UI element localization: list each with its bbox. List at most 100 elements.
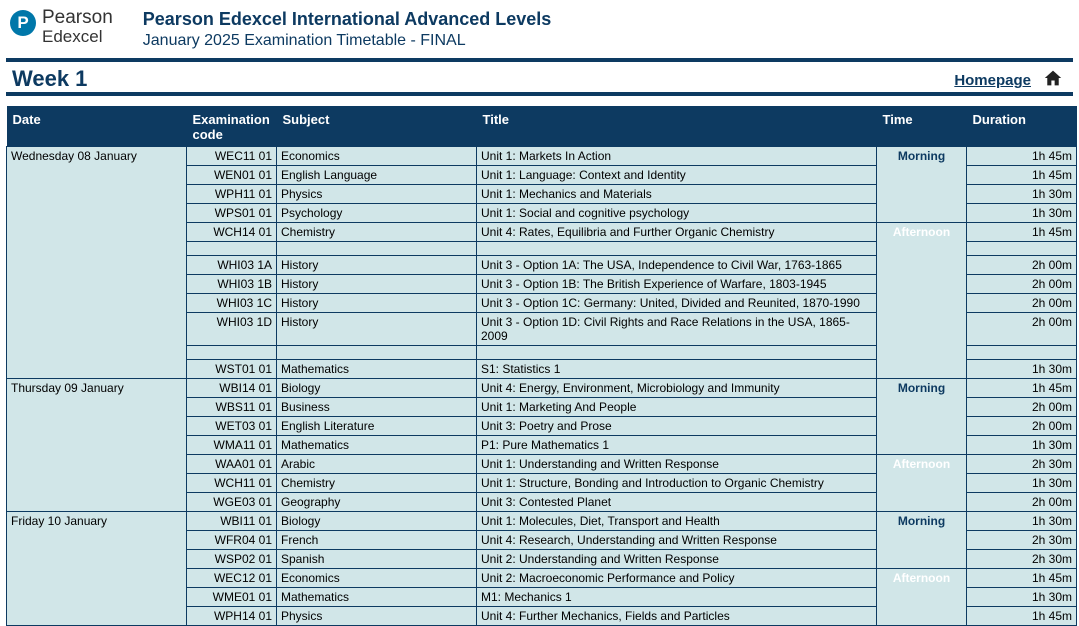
duration-cell: 2h 30m [967,455,1077,474]
spacer-cell [967,346,1077,360]
title-cell: Unit 3 - Option 1D: Civil Rights and Rac… [477,313,877,346]
title-cell: Unit 4: Research, Understanding and Writ… [477,531,877,550]
exam-code: WME01 01 [187,588,277,607]
title-cell: P1: Pure Mathematics 1 [477,436,877,455]
homepage-group: Homepage [954,69,1063,92]
title-cell: Unit 4: Rates, Equilibria and Further Or… [477,223,877,242]
subject-cell: Chemistry [277,223,477,242]
subject-cell: History [277,294,477,313]
title-cell: M1: Mechanics 1 [477,588,877,607]
subject-cell: Physics [277,607,477,626]
title-cell: S1: Statistics 1 [477,360,877,379]
header-divider [6,58,1073,62]
duration-cell: 2h 00m [967,256,1077,275]
title-cell: Unit 1: Social and cognitive psychology [477,204,877,223]
duration-cell: 2h 00m [967,417,1077,436]
title-cell: Unit 1: Marketing And People [477,398,877,417]
title-cell: Unit 4: Energy, Environment, Microbiolog… [477,379,877,398]
duration-cell: 1h 45m [967,569,1077,588]
duration-cell: 1h 30m [967,512,1077,531]
duration-cell: 1h 45m [967,147,1077,166]
subject-cell: Biology [277,379,477,398]
logo-text: Pearson Edexcel [42,8,113,46]
homepage-link[interactable]: Homepage [954,72,1031,89]
duration-cell: 1h 30m [967,474,1077,493]
title-cell: Unit 3: Contested Planet [477,493,877,512]
spacer-cell [277,346,477,360]
exam-code: WEC12 01 [187,569,277,588]
title-block: Pearson Edexcel International Advanced L… [143,8,552,52]
subject-cell: History [277,313,477,346]
exam-code: WCH11 01 [187,474,277,493]
exam-code: WMA11 01 [187,436,277,455]
timetable: Date Examination code Subject Title Time… [6,106,1077,626]
duration-cell: 2h 00m [967,313,1077,346]
subject-cell: Geography [277,493,477,512]
title-cell: Unit 1: Understanding and Written Respon… [477,455,877,474]
subject-cell: History [277,256,477,275]
spacer-cell [277,242,477,256]
subject-cell: French [277,531,477,550]
duration-cell: 1h 30m [967,204,1077,223]
exam-code: WPH14 01 [187,607,277,626]
title-cell: Unit 3 - Option 1B: The British Experien… [477,275,877,294]
exam-code: WFR04 01 [187,531,277,550]
subject-cell: Mathematics [277,360,477,379]
col-time: Time [877,106,967,147]
duration-cell: 2h 30m [967,550,1077,569]
col-title: Title [477,106,877,147]
duration-cell: 1h 45m [967,607,1077,626]
timetable-head: Date Examination code Subject Title Time… [7,106,1077,147]
duration-cell: 2h 30m [967,531,1077,550]
duration-cell: 1h 30m [967,588,1077,607]
subject-cell: English Language [277,166,477,185]
exam-code: WEC11 01 [187,147,277,166]
spacer-cell [477,242,877,256]
afternoon-session: Afternoon [877,223,967,379]
title-cell: Unit 1: Markets In Action [477,147,877,166]
exam-code: WST01 01 [187,360,277,379]
page-header: P Pearson Edexcel Pearson Edexcel Intern… [0,0,1079,58]
week-bar: Week 1 Homepage [6,64,1073,96]
table-row: Wednesday 08 JanuaryWEC11 01EconomicsUni… [7,147,1077,166]
exam-code: WPH11 01 [187,185,277,204]
date-cell: Wednesday 08 January [7,147,187,379]
title-cell: Unit 1: Mechanics and Materials [477,185,877,204]
spacer-cell [187,242,277,256]
duration-cell: 1h 45m [967,379,1077,398]
exam-code: WCH14 01 [187,223,277,242]
brand-logo: P Pearson Edexcel [10,8,113,46]
duration-cell: 2h 00m [967,275,1077,294]
morning-session: Morning [877,512,967,569]
spacer-cell [477,346,877,360]
exam-code: WET03 01 [187,417,277,436]
afternoon-session: Afternoon [877,569,967,626]
spacer-cell [967,242,1077,256]
col-duration: Duration [967,106,1077,147]
exam-code: WHI03 1B [187,275,277,294]
page-subtitle: January 2025 Examination Timetable - FIN… [143,31,552,52]
table-row: Thursday 09 JanuaryWBI14 01BiologyUnit 4… [7,379,1077,398]
duration-cell: 1h 45m [967,166,1077,185]
subject-cell: Mathematics [277,436,477,455]
exam-code: WPS01 01 [187,204,277,223]
morning-session: Morning [877,147,967,223]
title-cell: Unit 3: Poetry and Prose [477,417,877,436]
subject-cell: History [277,275,477,294]
exam-code: WHI03 1D [187,313,277,346]
title-cell: Unit 2: Understanding and Written Respon… [477,550,877,569]
duration-cell: 1h 30m [967,185,1077,204]
subject-cell: Spanish [277,550,477,569]
title-cell: Unit 3 - Option 1A: The USA, Independenc… [477,256,877,275]
subject-cell: English Literature [277,417,477,436]
exam-code: WEN01 01 [187,166,277,185]
exam-code: WGE03 01 [187,493,277,512]
afternoon-session: Afternoon [877,455,967,512]
exam-code: WBI14 01 [187,379,277,398]
duration-cell: 2h 00m [967,294,1077,313]
title-cell: Unit 1: Structure, Bonding and Introduct… [477,474,877,493]
duration-cell: 1h 30m [967,360,1077,379]
subject-cell: Business [277,398,477,417]
brand-edexcel: Edexcel [42,28,113,46]
home-icon[interactable] [1043,69,1063,92]
